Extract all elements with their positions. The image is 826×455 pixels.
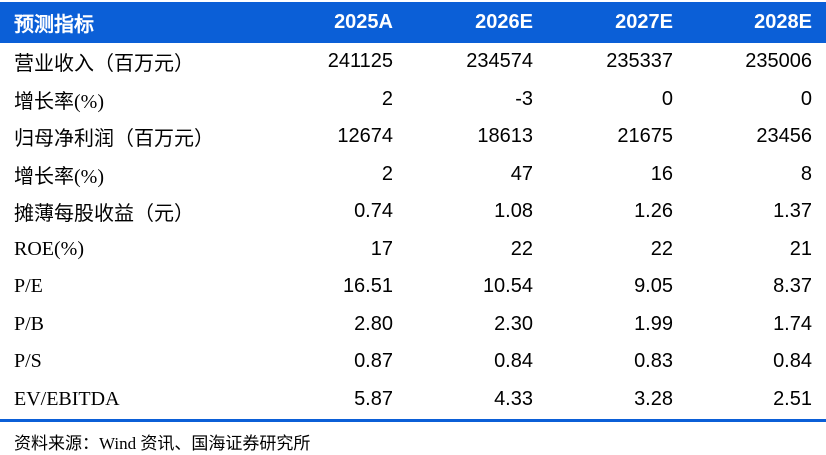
- cell-value: 1.08: [494, 200, 533, 223]
- cell-value: 0.87: [354, 350, 393, 373]
- cell-value: -3: [515, 87, 533, 110]
- cell-value: 1.26: [634, 200, 673, 223]
- table-row-diluted-eps: 摊薄每股收益（元） 0.74 1.08 1.26 1.37: [0, 193, 826, 231]
- cell-value: 0.83: [634, 350, 673, 373]
- cell-value: 10.54: [482, 275, 533, 298]
- cell-value: 0.84: [773, 350, 812, 373]
- table-header-row: 预测指标 2025A 2026E 2027E 2028E: [0, 2, 826, 43]
- forecast-indicators-table: 预测指标 2025A 2026E 2027E 2028E 营业收入（百万元） 2…: [0, 2, 826, 418]
- table-row-pb: P/B 2.80 2.30 1.99 1.74: [0, 306, 826, 344]
- cell-value: 17: [370, 237, 393, 260]
- row-label: 归母净利润（百万元）: [14, 128, 214, 151]
- cell-value: 0: [800, 87, 812, 110]
- header-cell-2028E: 2028E: [673, 2, 826, 43]
- cell-value: 235337: [606, 50, 673, 73]
- cell-value: 1.99: [634, 312, 673, 335]
- row-label: P/S: [14, 350, 42, 373]
- cell-value: 2.80: [354, 312, 393, 335]
- table-row-revenue-growth: 增长率(%) 2 -3 0 0: [0, 81, 826, 119]
- header-cell-label: 预测指标: [0, 2, 253, 43]
- table-row-pe: P/E 16.51 10.54 9.05 8.37: [0, 268, 826, 306]
- cell-value: 16.51: [342, 275, 393, 298]
- cell-value: 241125: [327, 50, 393, 73]
- cell-value: 2: [381, 162, 393, 185]
- cell-value: 8.37: [773, 275, 812, 298]
- cell-value: 2: [381, 87, 393, 110]
- cell-value: 22: [510, 237, 533, 260]
- table-row-ev-ebitda: EV/EBITDA 5.87 4.33 3.28 2.51: [0, 381, 826, 419]
- cell-value: 234574: [466, 50, 533, 73]
- cell-value: 1.74: [773, 312, 812, 335]
- cell-value: 47: [510, 162, 533, 185]
- cell-value: 8: [800, 162, 812, 185]
- cell-value: 12674: [337, 125, 393, 148]
- cell-value: 0.74: [354, 200, 393, 223]
- row-label: P/E: [14, 275, 43, 298]
- row-label: P/B: [14, 312, 45, 335]
- row-label: ROE(%): [14, 237, 84, 260]
- cell-value: 9.05: [634, 275, 673, 298]
- cell-value: 2.30: [494, 312, 533, 335]
- cell-value: 1.37: [773, 200, 812, 223]
- header-cell-2027E: 2027E: [533, 2, 673, 43]
- row-label: 营业收入（百万元）: [14, 53, 194, 76]
- cell-value: 0.84: [494, 350, 533, 373]
- row-label: EV/EBITDA: [14, 387, 120, 410]
- cell-value: 0: [661, 87, 673, 110]
- header-cell-2026E: 2026E: [393, 2, 533, 43]
- table-row-revenue: 营业收入（百万元） 241125 234574 235337 235006: [0, 43, 826, 81]
- cell-value: 16: [650, 162, 673, 185]
- row-label: 增长率(%): [14, 90, 104, 113]
- table-row-ps: P/S 0.87 0.84 0.83 0.84: [0, 343, 826, 381]
- cell-value: 2.51: [773, 387, 812, 410]
- cell-value: 5.87: [354, 387, 393, 410]
- cell-value: 18613: [477, 125, 533, 148]
- cell-value: 21675: [617, 125, 673, 148]
- cell-value: 3.28: [634, 387, 673, 410]
- table-row-net-profit: 归母净利润（百万元） 12674 18613 21675 23456: [0, 118, 826, 156]
- row-label: 摊薄每股收益（元）: [14, 203, 194, 226]
- bottom-rule-divider: [0, 419, 826, 422]
- cell-value: 23456: [756, 125, 812, 148]
- cell-value: 235006: [745, 50, 812, 73]
- cell-value: 21: [789, 237, 812, 260]
- cell-value: 22: [650, 237, 673, 260]
- table-row-profit-growth: 增长率(%) 2 47 16 8: [0, 156, 826, 194]
- cell-value: 4.33: [494, 387, 533, 410]
- source-note: 资料来源：Wind 资讯、国海证券研究所: [14, 434, 311, 453]
- table-row-roe: ROE(%) 17 22 22 21: [0, 231, 826, 269]
- row-label: 增长率(%): [14, 165, 104, 188]
- header-cell-2025A: 2025A: [253, 2, 393, 43]
